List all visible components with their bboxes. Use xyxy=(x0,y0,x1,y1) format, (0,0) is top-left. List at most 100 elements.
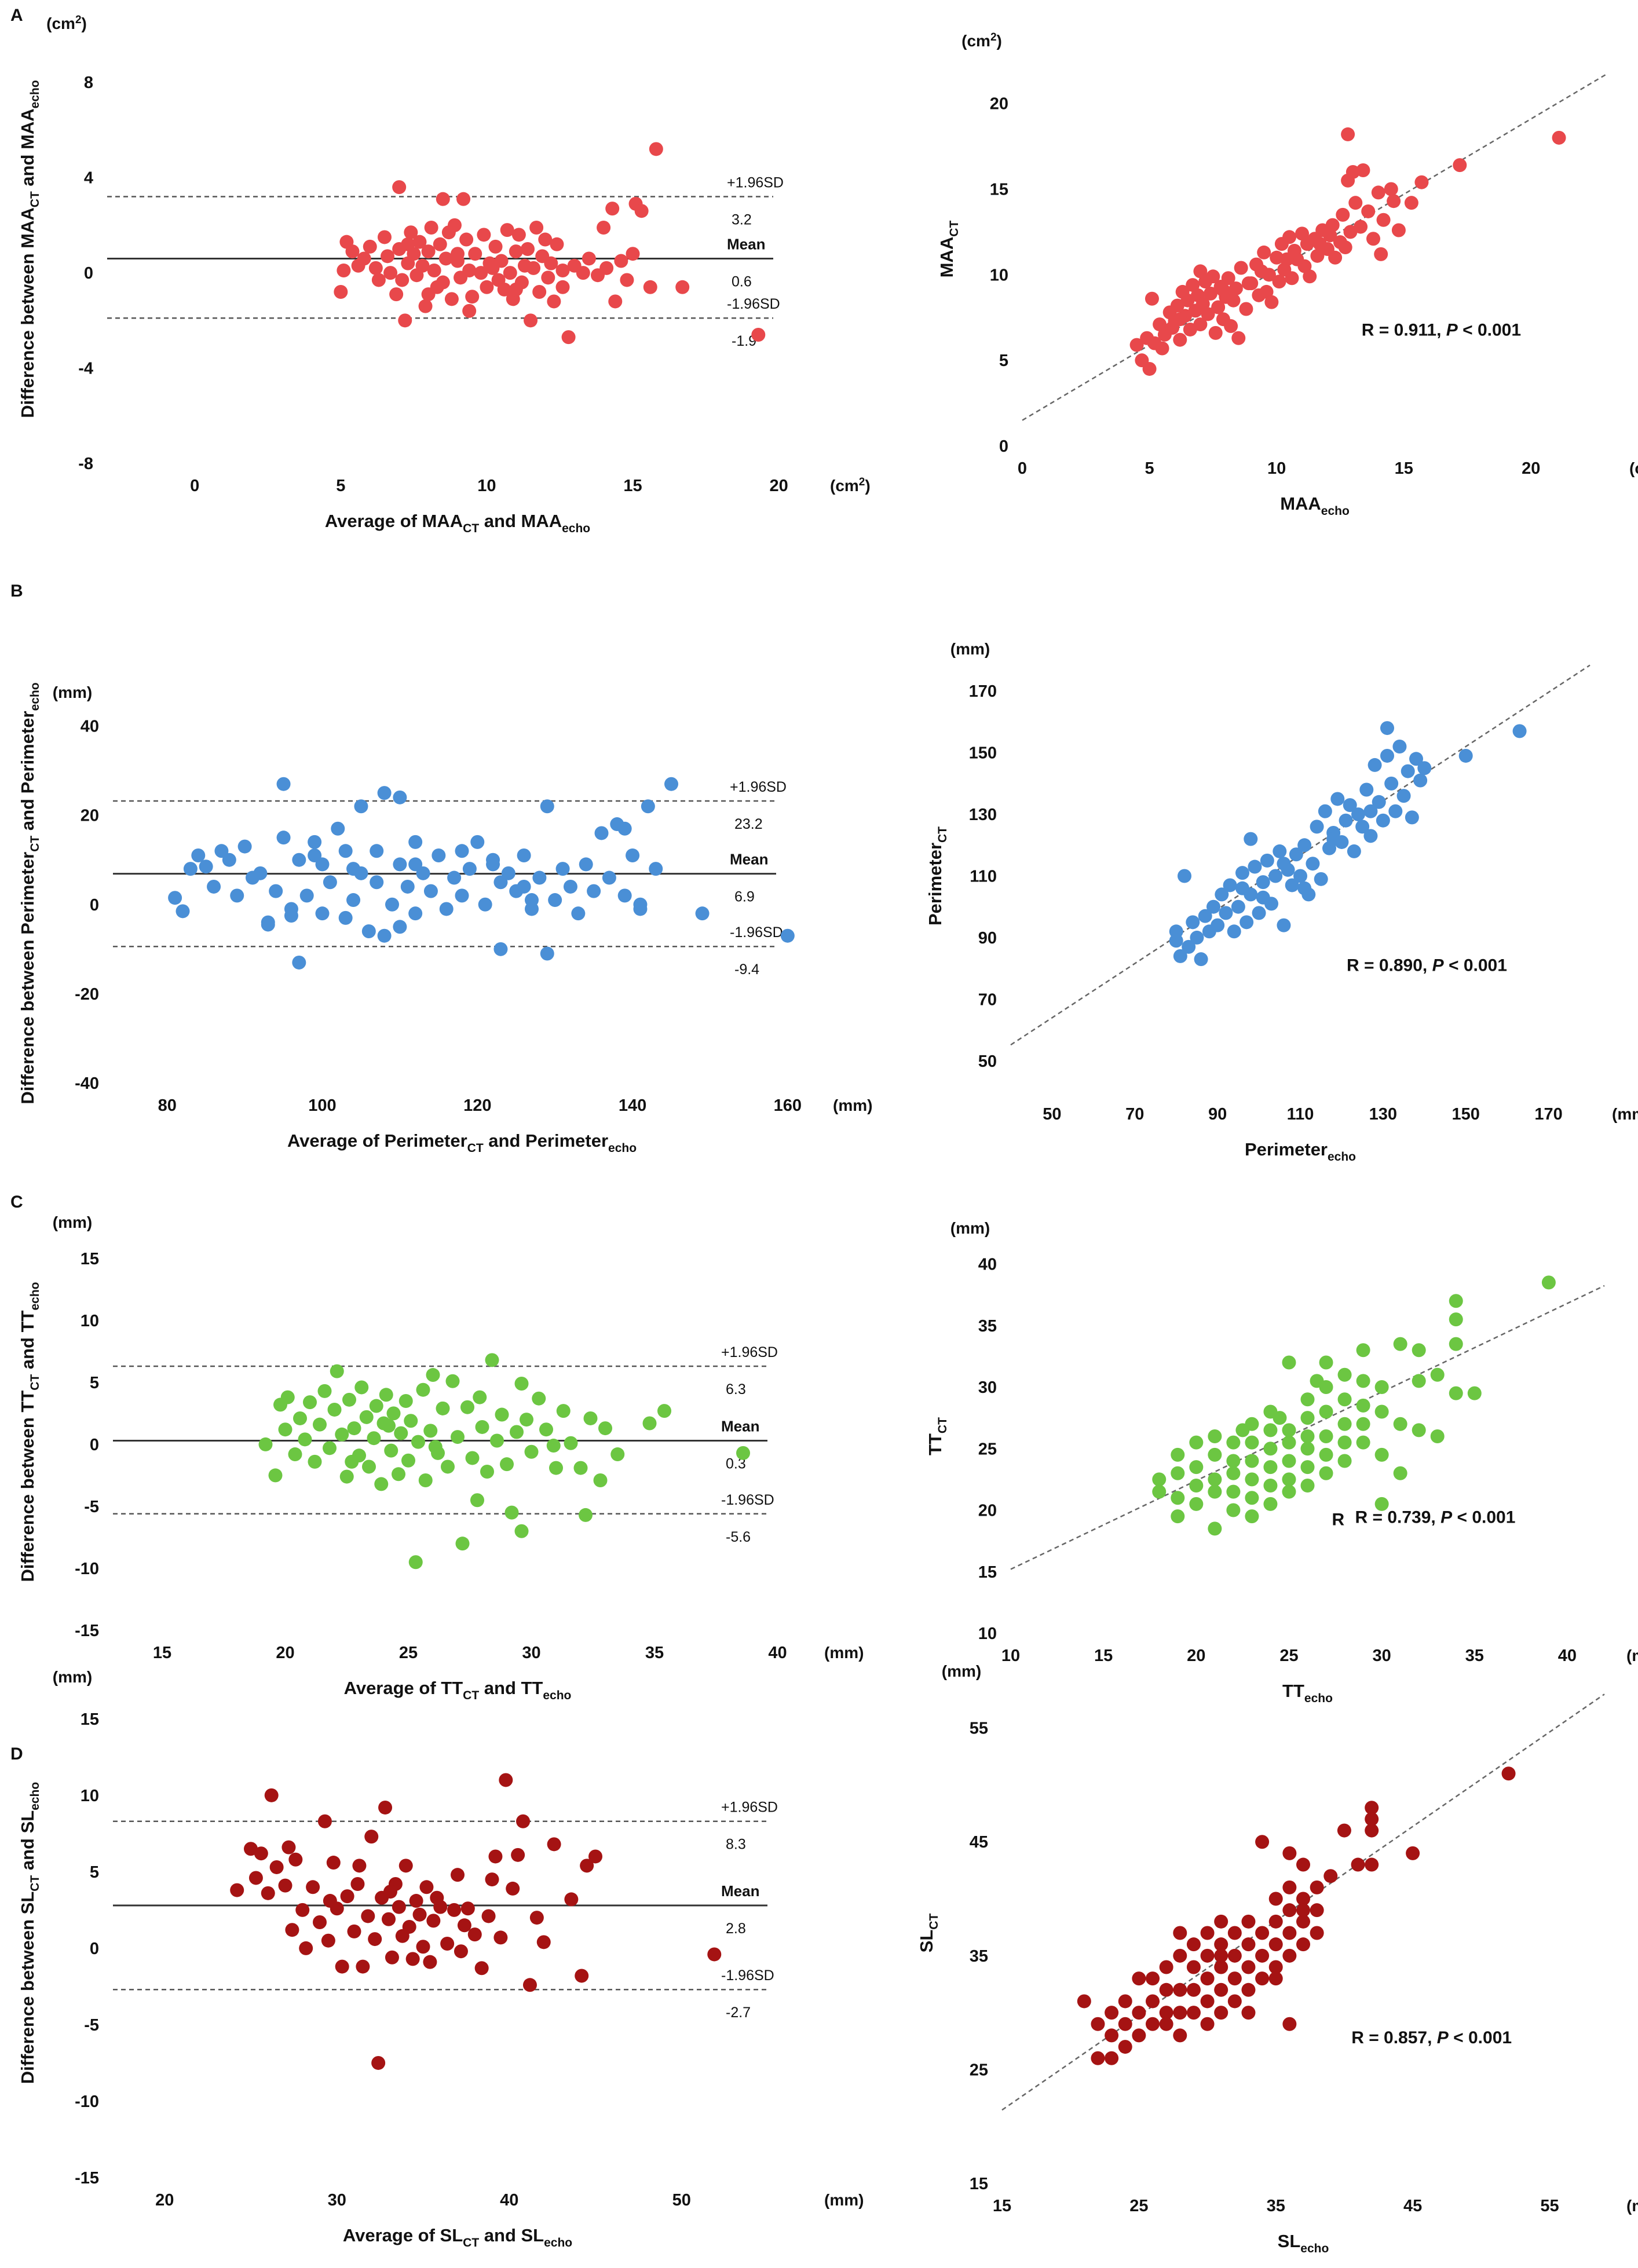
data-point xyxy=(1105,2028,1119,2043)
data-point xyxy=(1256,875,1270,890)
data-point xyxy=(405,1952,420,1966)
data-point xyxy=(361,1909,375,1923)
data-point xyxy=(1240,915,1254,930)
data-point xyxy=(1263,1460,1278,1475)
data-point xyxy=(1129,338,1144,352)
data-point xyxy=(1159,2017,1173,2031)
data-point xyxy=(1219,906,1233,920)
data-point xyxy=(509,244,523,259)
data-point xyxy=(1282,1948,1297,1963)
data-point xyxy=(454,1944,468,1959)
y-tick-label: -8 xyxy=(78,455,93,473)
data-point xyxy=(1245,1454,1259,1468)
label-part: and MAA xyxy=(17,108,38,191)
data-point xyxy=(573,1461,588,1475)
data-point xyxy=(337,264,351,277)
label-part: CT xyxy=(28,1875,42,1892)
data-point xyxy=(370,875,384,890)
data-point xyxy=(1216,283,1230,297)
data-point xyxy=(1300,1479,1315,1493)
data-point xyxy=(1376,213,1391,227)
y-tick-label: 20 xyxy=(978,1502,997,1520)
x-tick-label: 15 xyxy=(623,477,642,495)
chart-d-corr: 15253545551525354555(mm)(mm)SLechoSLCTR … xyxy=(916,1662,1638,2255)
data-point xyxy=(288,1852,303,1867)
data-point xyxy=(1241,1914,1256,1929)
label-part: < 0.001 xyxy=(1444,956,1507,975)
data-point xyxy=(1226,1435,1241,1450)
data-point xyxy=(1091,2017,1105,2031)
data-point xyxy=(1393,1417,1407,1431)
data-point xyxy=(418,299,433,313)
data-point xyxy=(614,254,628,268)
x-tick-label: 40 xyxy=(500,2191,518,2210)
data-point xyxy=(338,844,353,858)
data-point xyxy=(411,1435,425,1449)
data-point xyxy=(532,870,547,885)
y-tick-label: 15 xyxy=(970,2175,988,2193)
correlation-stat: R = 0.911, P < 0.001 xyxy=(1362,321,1521,340)
data-point xyxy=(1458,748,1473,763)
x-tick-label: 20 xyxy=(1522,459,1540,478)
data-point xyxy=(1396,789,1411,803)
label-part: echo xyxy=(1321,504,1350,518)
data-point xyxy=(1241,1937,1256,1952)
data-point xyxy=(555,280,570,294)
data-point xyxy=(346,862,361,876)
data-point xyxy=(1348,196,1363,210)
data-point xyxy=(490,1433,504,1448)
data-point xyxy=(421,244,436,259)
data-point xyxy=(1200,1994,1215,2009)
data-point xyxy=(421,287,436,302)
data-point xyxy=(1186,915,1200,930)
data-point xyxy=(1173,2028,1187,2043)
x-tick-label: 35 xyxy=(645,1644,664,1662)
label-part: Perimeter xyxy=(1245,1139,1328,1159)
data-point xyxy=(441,1459,455,1474)
data-point xyxy=(1512,724,1527,738)
data-point xyxy=(1449,1337,1463,1351)
data-point xyxy=(1380,748,1394,763)
data-point xyxy=(347,1924,361,1938)
y-tick-label: -15 xyxy=(75,2169,99,2187)
label-part: CT xyxy=(28,1374,42,1391)
data-point xyxy=(478,897,492,912)
data-point xyxy=(1368,758,1382,772)
data-point xyxy=(1132,2028,1146,2043)
data-point xyxy=(485,1872,499,1887)
data-point xyxy=(1171,1509,1185,1524)
data-point xyxy=(1200,2017,1215,2031)
data-point xyxy=(1214,1960,1228,1974)
data-point xyxy=(447,1903,462,1917)
data-point xyxy=(1337,1367,1352,1382)
data-point xyxy=(248,1871,263,1885)
data-point xyxy=(1337,1417,1352,1431)
data-point xyxy=(264,1788,279,1802)
y-tick-label: 15 xyxy=(990,181,1008,199)
upper-label: +1.96SD xyxy=(730,779,787,795)
data-point xyxy=(1277,918,1291,932)
data-point xyxy=(308,835,322,849)
data-point xyxy=(1351,1857,1365,1872)
data-point xyxy=(430,1890,444,1905)
data-point xyxy=(594,826,609,840)
data-point xyxy=(1384,182,1398,196)
data-point xyxy=(459,232,474,247)
data-point xyxy=(485,1353,499,1367)
data-point xyxy=(408,1555,423,1570)
y-tick-label: 10 xyxy=(81,1787,99,1805)
data-point xyxy=(1227,924,1241,939)
data-point xyxy=(1105,2051,1119,2065)
data-point xyxy=(455,888,469,903)
data-point xyxy=(364,1830,379,1844)
data-point xyxy=(356,1959,370,1974)
data-point xyxy=(1200,1948,1215,1963)
mean-label: Mean xyxy=(730,851,768,868)
data-point xyxy=(381,249,394,264)
data-point xyxy=(517,879,531,894)
data-point xyxy=(370,844,384,858)
data-point xyxy=(1289,847,1303,862)
data-point xyxy=(1319,1404,1333,1419)
y-tick-label: 30 xyxy=(978,1378,997,1397)
data-point xyxy=(439,902,454,916)
